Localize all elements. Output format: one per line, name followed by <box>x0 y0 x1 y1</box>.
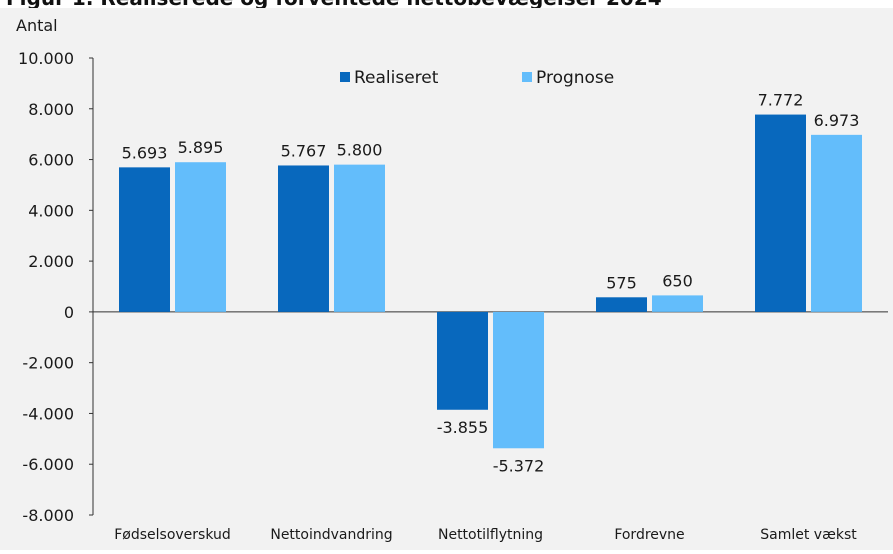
data-label: 5.800 <box>337 141 383 160</box>
legend-label-realiseret: Realiseret <box>354 68 439 88</box>
chart-area: Antal 10.000 8.000 6.000 4.000 2.000 0 -2.000 -4… <box>0 8 893 550</box>
data-label: 575 <box>606 273 637 292</box>
x-tick-label: Samlet vækst <box>760 527 857 543</box>
data-label: 5.767 <box>281 141 327 160</box>
y-tick-label: -6.000 <box>22 455 74 474</box>
legend-swatch-realiseret <box>340 72 350 82</box>
y-tick-label: -2.000 <box>22 354 74 373</box>
y-tick-label: -4.000 <box>22 404 74 423</box>
x-tick-label: Fordrevne <box>614 527 684 543</box>
y-tick-label: 2.000 <box>28 252 74 271</box>
x-tick-label: Nettoindvandring <box>270 527 392 543</box>
data-label: 650 <box>662 271 693 290</box>
x-tick-label: Fødselsoverskud <box>114 527 231 543</box>
bar-realiseret <box>755 114 806 312</box>
x-tick-label: Nettotilflytning <box>438 527 543 543</box>
bar-prognose <box>811 134 862 312</box>
bar-prognose <box>175 162 226 312</box>
bar-realiseret <box>278 165 329 312</box>
figure-title: Figur 1. Realiserede og forventede netto… <box>6 0 662 8</box>
y-tick-label: 4.000 <box>28 201 74 220</box>
bar-prognose <box>493 311 544 449</box>
data-label: 5.895 <box>178 138 224 157</box>
data-label: -5.372 <box>493 456 545 475</box>
legend-label-prognose: Prognose <box>536 68 614 88</box>
figure-title-strip: Figur 1. Realiserede og forventede netto… <box>0 0 893 8</box>
data-label: -3.855 <box>437 418 489 437</box>
bar-realiseret <box>437 311 488 410</box>
data-label: 7.772 <box>758 91 804 110</box>
bar-realiseret <box>596 297 647 312</box>
data-label: 6.973 <box>814 111 860 130</box>
bar-chart: Antal 10.000 8.000 6.000 4.000 2.000 0 -2.000 -4… <box>16 16 888 543</box>
y-tick-label: -8.000 <box>22 506 74 525</box>
y-tick-label: 10.000 <box>18 49 74 68</box>
y-axis-title: Antal <box>16 16 58 35</box>
legend-swatch-prognose <box>522 72 532 82</box>
bar-realiseret <box>119 167 170 312</box>
bar-prognose <box>652 295 703 312</box>
y-tick-label: 6.000 <box>28 151 74 170</box>
bar-prognose <box>334 164 385 312</box>
y-tick-label: 8.000 <box>28 100 74 119</box>
data-label: 5.693 <box>122 143 168 162</box>
y-tick-label: 0 <box>64 303 74 322</box>
